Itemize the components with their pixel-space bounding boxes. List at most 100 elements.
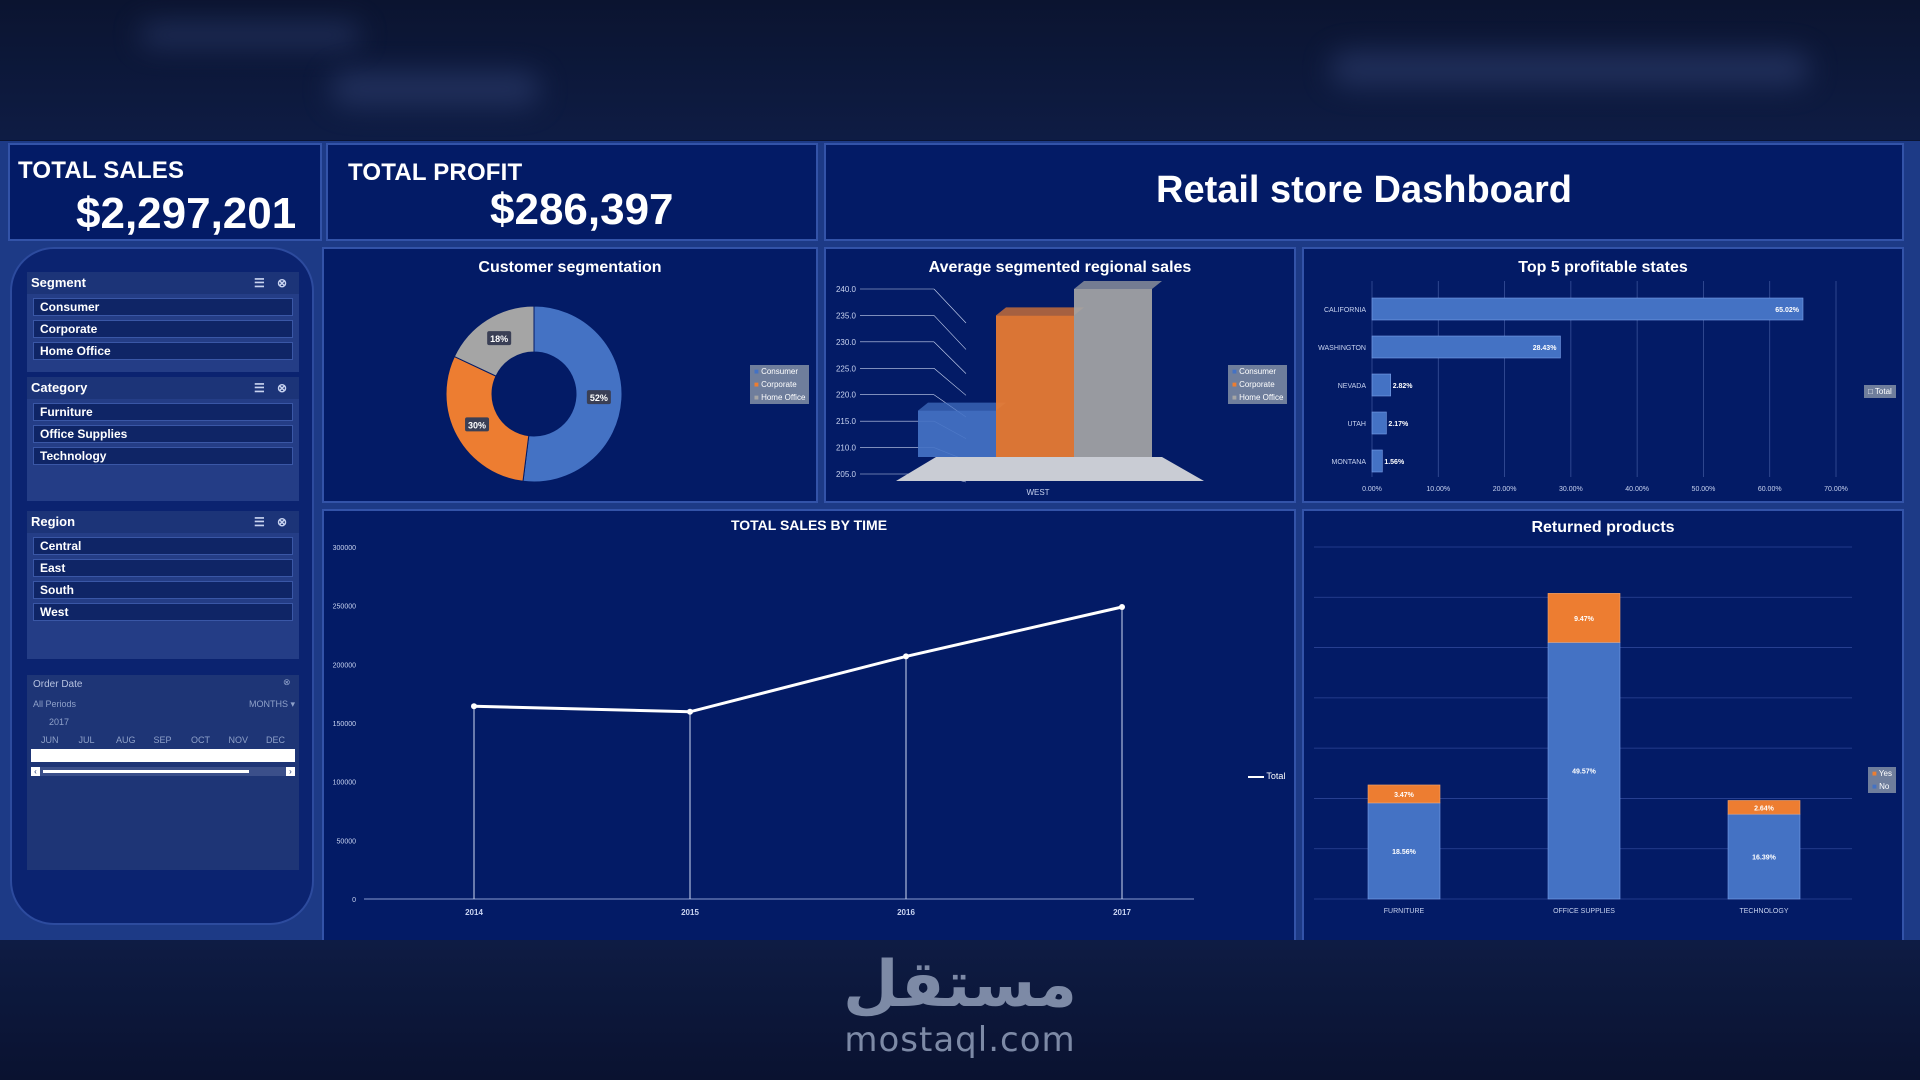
total-profit-card: TOTAL PROFIT $286,397 (326, 143, 818, 241)
x-tick-label: TECHNOLOGY (1739, 908, 1788, 915)
bar (918, 410, 996, 457)
total-sales-label: TOTAL SALES (18, 157, 185, 184)
segment-slicer-title: Segment (31, 275, 86, 290)
bar (1371, 373, 1391, 397)
timeline-bar[interactable] (31, 749, 295, 762)
x-tick-label: 60.00% (1758, 486, 1782, 493)
data-label: 16.39% (1752, 855, 1777, 862)
y-tick-label: 235.0 (836, 311, 857, 320)
legend-label: Corporate (1239, 380, 1275, 389)
customer-segmentation-panel: Customer segmentation 52% 30% 18% ■ Consum… (322, 247, 818, 503)
y-tick-label: 300000 (333, 545, 356, 552)
y-tick-label: 0 (352, 897, 356, 904)
slicer-item-technology[interactable]: Technology (33, 447, 293, 465)
legend-label: No (1879, 782, 1890, 791)
scroll-left-arrow[interactable]: ‹ (31, 767, 40, 776)
donut-label-box (465, 417, 490, 432)
timeline-month[interactable]: JUN (41, 735, 59, 745)
customer-segmentation-chart: 52% 30% 18% (445, 305, 623, 483)
donut-data-label: 18% (490, 334, 508, 344)
returned-products-title: Returned products (1531, 519, 1675, 536)
multi-select-icon[interactable]: ☰ (254, 381, 265, 395)
timeline-period: All Periods (33, 699, 77, 709)
bar (1074, 289, 1152, 457)
clear-filter-icon[interactable]: ⊗ (277, 515, 288, 529)
gridline (933, 288, 967, 324)
multi-select-icon[interactable]: ☰ (254, 515, 265, 529)
profitable-states-panel: Top 5 profitable states 0.00% 10.00% 20.00… (1302, 247, 1904, 503)
slicer-item-consumer[interactable]: Consumer (33, 298, 293, 316)
timeline-month[interactable]: JUL (78, 735, 95, 745)
segment-slicer-header: Segment ☰ ⊗ (27, 272, 299, 294)
legend-label: Consumer (1239, 367, 1276, 376)
y-tick-label: 50000 (337, 838, 357, 845)
bar-segment-no (1367, 802, 1441, 900)
timeline-month[interactable]: NOV (228, 735, 249, 745)
timeline-month[interactable]: AUG (116, 735, 136, 745)
y-tick-label: NEVADA (1338, 383, 1367, 390)
data-label: 1.56% (1384, 459, 1405, 466)
region-slicer-header: Region ☰ ⊗ (27, 511, 299, 533)
x-tick-label: 2015 (681, 908, 699, 917)
bar-top (918, 402, 1006, 411)
total-sales-value: $2,297,201 (76, 189, 297, 238)
multi-select-icon[interactable]: ☰ (254, 276, 265, 290)
y-tick-label: 200000 (333, 662, 356, 669)
timeline-scrollbar[interactable]: ‹ › (31, 767, 295, 776)
legend-item: ■ Home Office (754, 393, 806, 402)
segment-legend: ■ Consumer ■ Corporate ■ Home Office (750, 365, 810, 404)
legend-label: Home Office (1239, 393, 1284, 402)
y-tick-label: 220.0 (836, 391, 857, 400)
states-legend: □ Total (1864, 385, 1896, 398)
timeline-month[interactable]: OCT (191, 735, 210, 745)
timeline-month[interactable]: SEP (153, 735, 172, 745)
slicer-item-home-office[interactable]: Home Office (33, 342, 293, 360)
blurred-top-area (0, 0, 1920, 140)
clear-filter-icon[interactable]: ⊗ (277, 381, 288, 395)
slicer-item-west[interactable]: West (33, 603, 293, 621)
slicer-item-office-supplies[interactable]: Office Supplies (33, 425, 293, 443)
legend-item: ■ Corporate (754, 380, 797, 389)
watermark-latin: mostaql.com (844, 1020, 1076, 1060)
bar-segment-yes (1727, 800, 1801, 815)
category-slicer-header: Category ☰ ⊗ (27, 377, 299, 399)
scroll-right-arrow[interactable]: › (286, 767, 295, 776)
x-tick-label: 2014 (465, 908, 483, 917)
bar-segment-yes (1547, 593, 1621, 643)
donut-label-box (487, 331, 512, 346)
x-tick-label: FURNITURE (1384, 908, 1425, 915)
timeline-month[interactable]: DEC (266, 735, 286, 745)
y-tick-label: MONTANA (1332, 459, 1367, 466)
x-tick-label: 40.00% (1625, 486, 1649, 493)
slicer-item-south[interactable]: South (33, 581, 293, 599)
data-point (1119, 604, 1125, 610)
dashboard-title: Retail store Dashboard (1156, 169, 1572, 211)
clear-filter-icon[interactable]: ⊗ (283, 677, 291, 687)
y-tick-label: 230.0 (836, 338, 857, 347)
legend-item: ■ Corporate (1232, 380, 1275, 389)
returned-legend: ■ Yes ■ No (1868, 767, 1896, 793)
scroll-thumb[interactable] (43, 770, 249, 773)
slicer-item-corporate[interactable]: Corporate (33, 320, 293, 338)
profitable-states-title: Top 5 profitable states (1518, 259, 1688, 276)
slicer-item-furniture[interactable]: Furniture (33, 403, 293, 421)
y-tick-label: 215.0 (836, 417, 857, 426)
sales-by-time-title: TOTAL SALES BY TIME (730, 517, 888, 533)
y-tick-label: 250000 (333, 604, 356, 611)
slicer-item-east[interactable]: East (33, 559, 293, 577)
x-tick-label: 50.00% (1692, 486, 1716, 493)
y-tick-label: 240.0 (836, 285, 857, 294)
dashboard-frame: TOTAL SALES $2,297,201 TOTAL PROFIT $286… (0, 141, 1920, 1065)
legend-item: ■ Home Office (1232, 393, 1284, 402)
clear-filter-icon[interactable]: ⊗ (277, 276, 288, 290)
timeline-unit-dropdown[interactable]: MONTHS ▾ (249, 699, 296, 709)
regional-sales-title: Average segmented regional sales (928, 259, 1192, 276)
gridline (933, 315, 967, 350)
slicer-item-central[interactable]: Central (33, 537, 293, 555)
timeline-unit: MONTHS (249, 699, 288, 709)
x-tick-label: 2017 (1113, 908, 1131, 917)
series-line (473, 605, 1123, 714)
bar-segment-no (1727, 813, 1801, 900)
timeline-title: Order Date (33, 679, 83, 690)
returned-products-chart: 18.56% 3.47% FURNITURE 49.57% 9.47% OFFICE SU… (1314, 546, 1852, 915)
